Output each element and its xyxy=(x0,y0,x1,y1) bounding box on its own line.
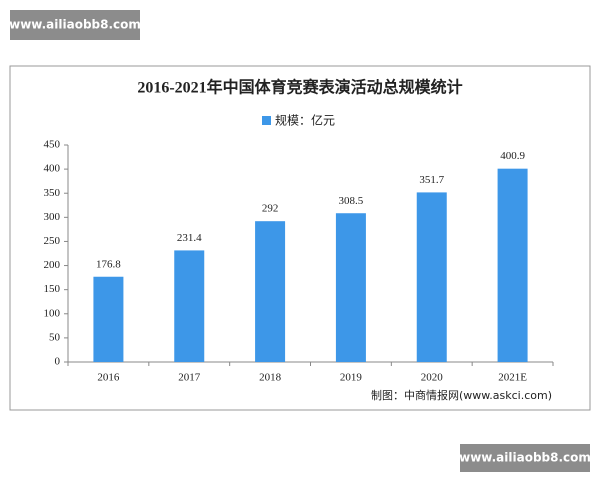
x-tick-label: 2018 xyxy=(259,372,282,384)
y-tick-label: 250 xyxy=(44,235,61,247)
value-label: 351.7 xyxy=(419,174,444,186)
value-label: 176.8 xyxy=(96,258,121,270)
bar xyxy=(174,250,205,362)
y-tick-label: 450 xyxy=(44,139,61,151)
legend-swatch xyxy=(262,116,271,125)
watermark-text: www.ailiaobb8.com xyxy=(9,18,141,32)
legend-label: 规模：亿元 xyxy=(275,113,335,128)
y-tick-label: 0 xyxy=(55,356,61,368)
watermark-text: www.ailiaobb8.com xyxy=(459,451,591,465)
x-tick-label: 2019 xyxy=(340,372,363,384)
watermark-box xyxy=(460,444,590,472)
bar xyxy=(255,221,286,362)
bar xyxy=(335,213,366,362)
y-tick-label: 350 xyxy=(44,187,61,199)
y-tick-label: 400 xyxy=(44,163,61,175)
bar xyxy=(93,276,124,362)
x-tick-label: 2021E xyxy=(498,372,527,384)
bar xyxy=(497,168,528,362)
y-tick-label: 50 xyxy=(49,331,61,343)
y-tick-label: 300 xyxy=(44,211,61,223)
y-tick-label: 100 xyxy=(44,307,61,319)
chart-title: 2016-2021年中国体育竞赛表演活动总规模统计 xyxy=(137,78,462,97)
watermark-box xyxy=(10,10,140,40)
x-tick-label: 2016 xyxy=(97,372,120,384)
value-label: 231.4 xyxy=(177,232,202,244)
x-tick-label: 2017 xyxy=(178,372,201,384)
y-tick-label: 150 xyxy=(44,283,61,295)
bar xyxy=(416,192,447,362)
source-note: 制图：中商情报网(www.askci.com) xyxy=(371,388,552,402)
y-tick-label: 200 xyxy=(44,259,61,271)
x-tick-label: 2020 xyxy=(421,372,444,384)
value-label: 292 xyxy=(262,203,279,215)
value-label: 308.5 xyxy=(339,195,364,207)
value-label: 400.9 xyxy=(500,150,525,162)
